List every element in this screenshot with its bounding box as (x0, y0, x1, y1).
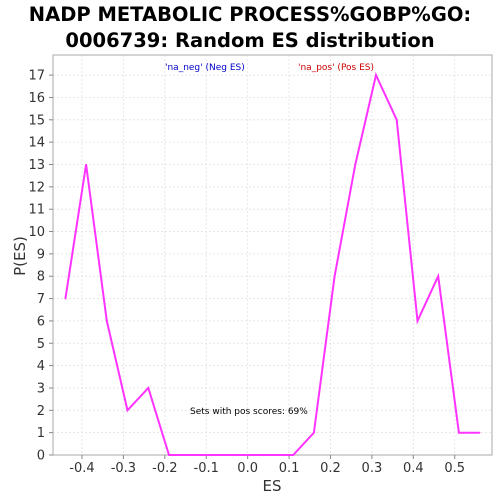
y-tick-label: 8 (37, 270, 45, 285)
y-tick-label: 4 (37, 359, 45, 374)
data-point (395, 119, 398, 121)
plot-frame (52, 54, 493, 456)
legend-neg-label: 'na_neg' (Neg ES) (165, 63, 245, 73)
data-point (250, 454, 253, 456)
data-point (437, 275, 439, 278)
y-tick-label: 12 (28, 180, 45, 195)
x-tick-label: 0.2 (320, 461, 341, 476)
data-point (478, 431, 481, 434)
y-tick-label: 11 (28, 203, 45, 218)
data-point (375, 74, 377, 76)
y-axis-label: P(ES) (11, 236, 29, 276)
data-point (354, 163, 357, 166)
y-tick-label: 3 (37, 381, 45, 396)
y-tick-label: 14 (28, 136, 45, 151)
chart-title: NADP METABOLIC PROCESS%GOBP%GO: 0006739:… (0, 2, 500, 54)
data-point (458, 431, 460, 434)
x-tick-label: 0.5 (444, 461, 465, 476)
x-axis-label: ES (263, 477, 282, 495)
data-point (168, 454, 170, 456)
legend-pos-label: 'na_pos' (Pos ES) (298, 63, 374, 73)
series-line (64, 72, 480, 456)
y-tick-label: 7 (37, 292, 45, 307)
y-tick-label: 5 (37, 337, 45, 352)
data-point (313, 431, 315, 434)
x-tick-label: -0.3 (111, 461, 136, 476)
x-tick-label: 0.3 (362, 461, 383, 476)
data-point (126, 409, 129, 412)
y-tick-label: 2 (37, 404, 45, 419)
x-tick-label: -0.4 (69, 461, 94, 476)
chart-title-line-2: 0006739: Random ES distribution (65, 29, 435, 52)
y-tick-label: 17 (28, 69, 45, 84)
data-point (64, 297, 67, 300)
data-point (209, 454, 212, 456)
y-tick-label: 9 (37, 247, 45, 262)
data-point (292, 454, 295, 456)
grid-layer (53, 55, 492, 456)
x-axis-ticks: -0.4 -0.3 -0.2 -0.1 0.0 0.1 0.2 0.3 0.4 0.5 (69, 455, 465, 476)
data-point (271, 454, 274, 456)
y-tick-label: 6 (37, 314, 45, 329)
data-point (147, 387, 150, 389)
y-tick-label: 10 (28, 225, 45, 240)
x-tick-label: -0.2 (152, 461, 177, 476)
x-tick-label: 0.0 (237, 461, 258, 476)
series-layer (64, 72, 481, 456)
y-tick-label: 13 (28, 158, 45, 173)
data-point (230, 454, 232, 456)
data-point (85, 163, 87, 166)
data-point (106, 320, 108, 322)
x-tick-label: 0.4 (403, 461, 424, 476)
x-tick-label: -0.1 (194, 461, 219, 476)
data-point (188, 454, 191, 456)
data-point (333, 275, 336, 278)
x-tick-label: 0.1 (279, 461, 300, 476)
y-tick-label: 16 (28, 91, 45, 106)
y-tick-label: 1 (37, 426, 45, 441)
chart-title-line-1: NADP METABOLIC PROCESS%GOBP%GO: (28, 3, 472, 26)
pos-scores-annotation: Sets with pos scores: 69% (190, 407, 308, 417)
y-tick-label: 15 (28, 113, 45, 128)
y-tick-label: 0 (37, 449, 45, 464)
data-point (416, 320, 419, 322)
